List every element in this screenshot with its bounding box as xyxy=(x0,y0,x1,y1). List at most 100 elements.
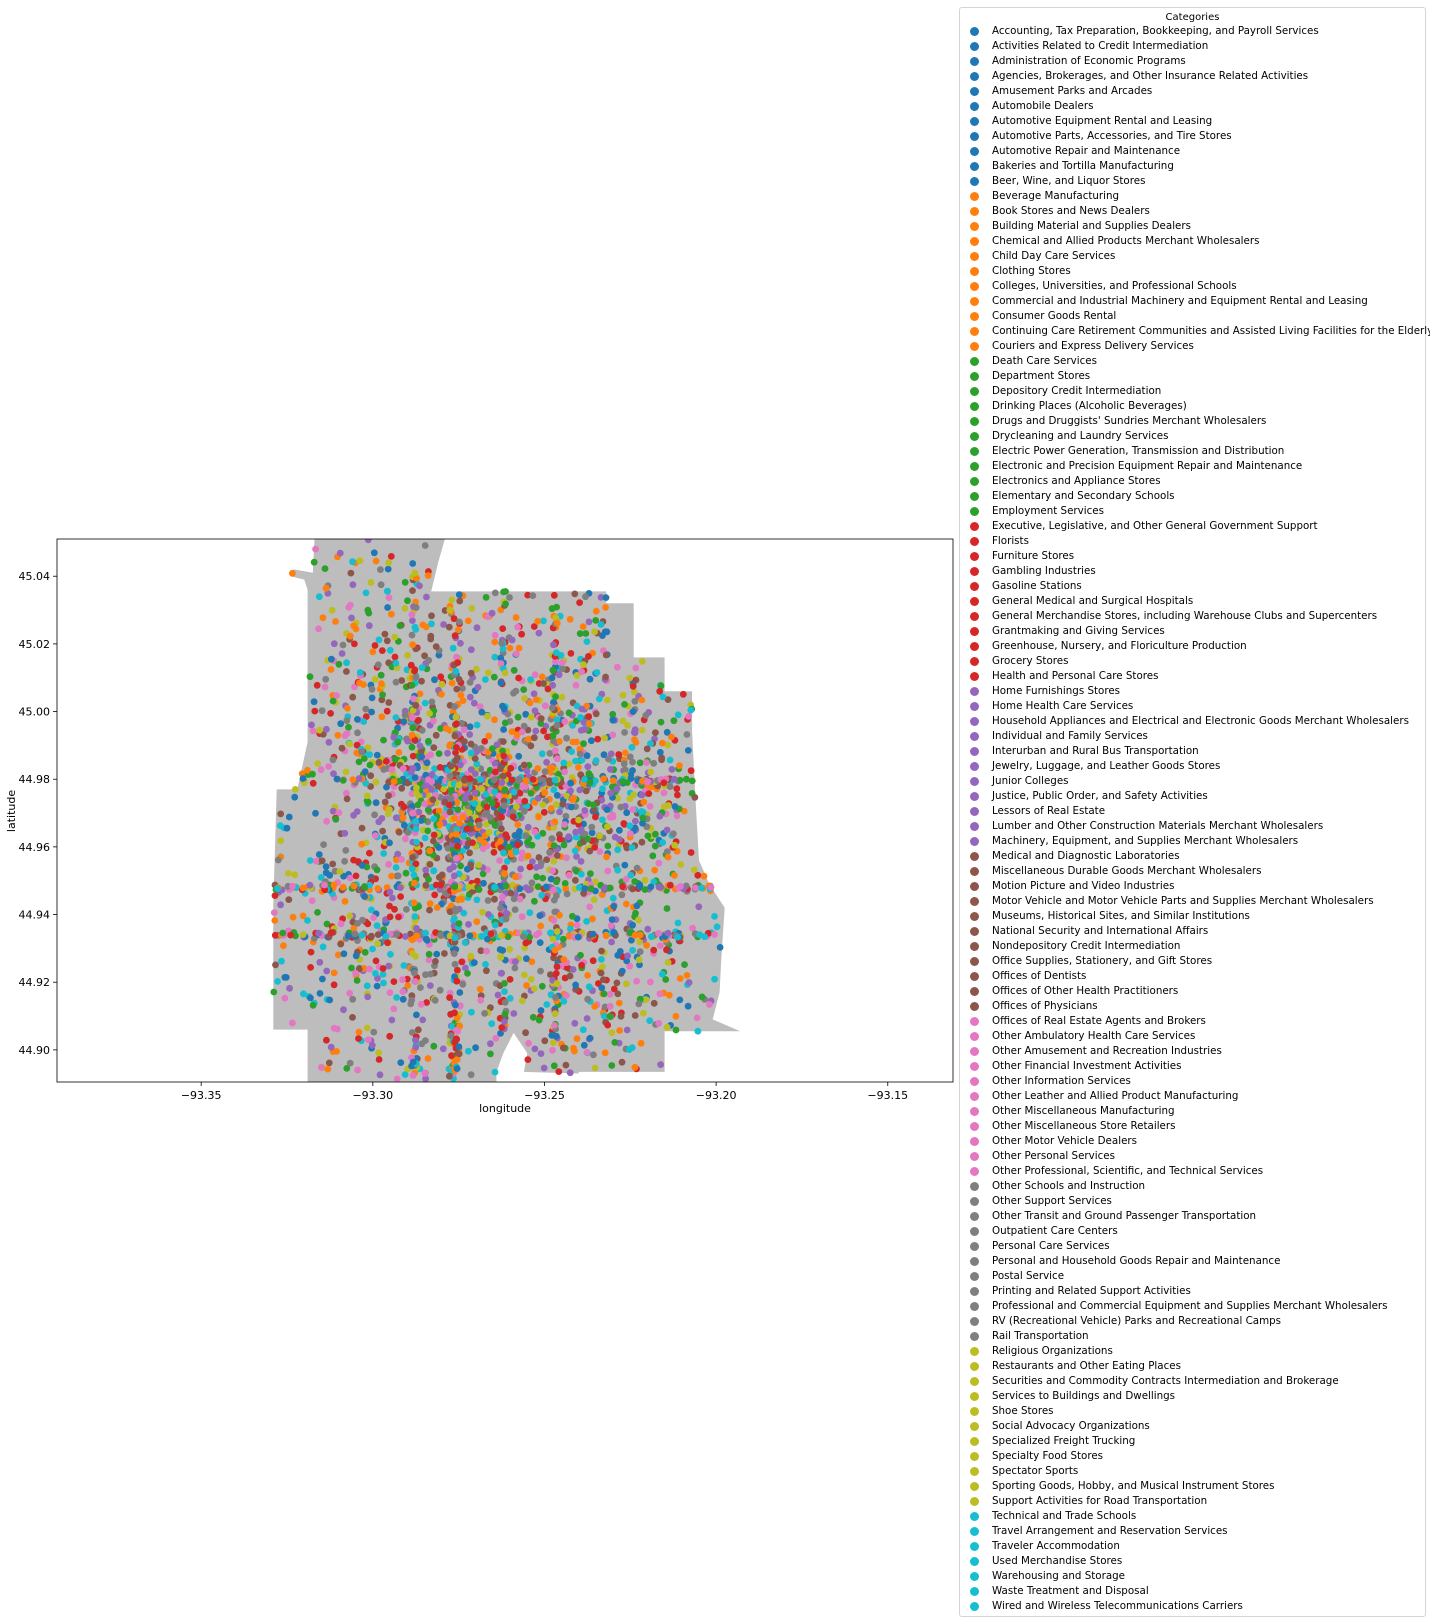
data-point xyxy=(516,885,524,893)
data-point xyxy=(417,817,425,824)
data-point xyxy=(695,903,703,911)
data-point xyxy=(349,693,357,701)
data-point xyxy=(627,871,635,879)
data-point xyxy=(540,680,547,687)
data-point xyxy=(551,908,559,916)
data-point xyxy=(458,958,466,966)
data-point xyxy=(542,883,550,891)
data-point xyxy=(460,726,468,734)
data-point xyxy=(609,894,617,902)
data-point xyxy=(459,685,466,692)
data-point xyxy=(425,950,433,958)
data-point xyxy=(627,830,634,837)
data-point xyxy=(446,808,454,816)
data-point xyxy=(270,988,278,996)
data-point xyxy=(482,961,489,968)
data-point xyxy=(622,766,629,774)
data-point xyxy=(423,999,430,1006)
data-point xyxy=(366,751,373,758)
data-point xyxy=(400,962,408,969)
data-point xyxy=(431,996,439,1004)
legend-entry: Religious Organizations xyxy=(960,1344,1425,1359)
data-point xyxy=(390,734,398,741)
data-point xyxy=(476,985,484,993)
data-point xyxy=(566,1069,574,1077)
data-point xyxy=(644,832,652,840)
data-point xyxy=(588,823,596,831)
legend-entry: Grantmaking and Giving Services xyxy=(960,624,1425,639)
data-point xyxy=(616,836,623,843)
data-point xyxy=(608,1029,616,1036)
data-point xyxy=(473,624,481,632)
data-point xyxy=(314,909,321,916)
data-point xyxy=(381,798,389,806)
legend-entry: Support Activities for Road Transportati… xyxy=(960,1494,1425,1509)
data-point xyxy=(636,759,644,767)
legend-label: Warehousing and Storage xyxy=(992,1570,1126,1582)
legend-label: Rail Transportation xyxy=(992,1330,1089,1342)
data-point xyxy=(355,1035,362,1042)
data-point xyxy=(604,867,612,875)
data-point xyxy=(655,859,663,867)
data-point xyxy=(392,678,400,686)
data-point xyxy=(506,594,513,601)
legend-marker-icon xyxy=(970,1047,979,1056)
data-point xyxy=(556,835,564,843)
data-point xyxy=(572,681,580,689)
legend-entry: Automotive Parts, Accessories, and Tire … xyxy=(960,129,1425,144)
data-point xyxy=(549,1046,556,1054)
data-point xyxy=(365,622,373,630)
data-point xyxy=(635,916,642,924)
data-point xyxy=(380,766,388,773)
data-point xyxy=(576,786,584,794)
data-point xyxy=(339,883,347,891)
data-point xyxy=(475,861,483,869)
data-point xyxy=(473,760,481,768)
legend-label: Support Activities for Road Transportati… xyxy=(992,1495,1208,1507)
data-point xyxy=(482,790,490,798)
data-point xyxy=(418,677,425,685)
data-point xyxy=(400,765,407,773)
data-point xyxy=(385,699,393,706)
legend: Categories Accounting, Tax Preparation, … xyxy=(959,7,1430,1617)
data-point xyxy=(422,881,430,889)
data-point xyxy=(553,755,561,763)
data-point xyxy=(423,759,431,767)
data-point xyxy=(565,932,573,940)
data-point xyxy=(349,995,357,1003)
data-point xyxy=(535,1016,543,1024)
data-point xyxy=(271,892,279,899)
data-point xyxy=(523,982,530,989)
legend-entry: Interurban and Rural Bus Transportation xyxy=(960,744,1425,759)
data-point xyxy=(532,727,540,735)
data-point xyxy=(362,713,370,720)
legend-label: Printing and Related Support Activities xyxy=(992,1285,1191,1297)
data-point xyxy=(421,800,429,808)
data-point xyxy=(638,726,646,734)
legend-marker-icon xyxy=(970,87,979,96)
legend-label: Other Transit and Ground Passenger Trans… xyxy=(992,1210,1257,1222)
data-point xyxy=(550,916,558,924)
legend-title: Categories xyxy=(1165,12,1220,23)
data-point xyxy=(532,931,540,939)
data-point xyxy=(631,697,639,705)
data-point xyxy=(446,801,453,809)
data-point xyxy=(652,830,659,838)
legend-marker-icon xyxy=(970,807,979,816)
data-point xyxy=(687,767,695,775)
data-point xyxy=(481,1010,488,1017)
data-point xyxy=(312,809,319,817)
legend-label: Accounting, Tax Preparation, Bookkeeping… xyxy=(992,25,1319,37)
data-point xyxy=(573,853,580,860)
legend-label: Offices of Real Estate Agents and Broker… xyxy=(992,1015,1206,1027)
data-point xyxy=(620,820,628,827)
data-point xyxy=(426,847,434,855)
data-point xyxy=(716,944,724,951)
data-point xyxy=(531,707,539,715)
data-point xyxy=(430,1042,438,1050)
data-point xyxy=(580,661,587,669)
data-point xyxy=(381,630,389,638)
legend-label: Electronic and Precision Equipment Repai… xyxy=(992,460,1303,472)
legend-entry: Continuing Care Retirement Communities a… xyxy=(960,324,1430,339)
data-point xyxy=(497,679,505,687)
